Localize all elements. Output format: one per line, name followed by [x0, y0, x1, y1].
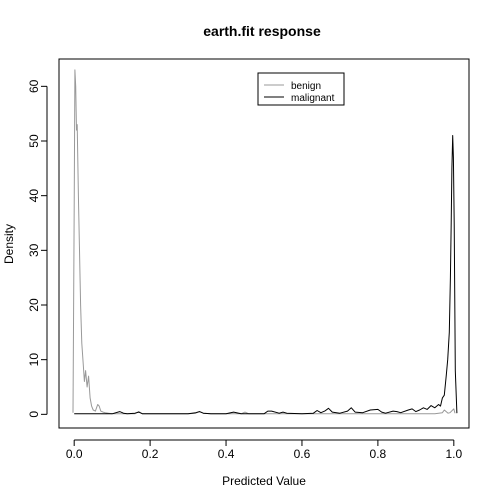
series-layer — [72, 69, 458, 415]
x-tick-label: 0.8 — [370, 447, 387, 461]
chart-title: earth.fit response — [203, 23, 321, 39]
x-axis: 0.0 0.2 0.4 0.6 0.8 1.0 — [66, 439, 462, 461]
y-axis: 0 10 20 30 40 50 60 — [27, 79, 48, 418]
y-tick-label: 60 — [27, 79, 41, 93]
y-tick-label: 20 — [27, 298, 41, 312]
x-tick-label: 0.6 — [294, 447, 311, 461]
legend-box — [257, 72, 345, 106]
y-tick-label: 0 — [27, 411, 41, 418]
series-line-malignant — [74, 135, 458, 415]
y-tick-label: 30 — [27, 243, 41, 257]
y-axis-label: Density — [2, 224, 16, 264]
y-tick-label: 10 — [27, 353, 41, 367]
y-tick-label: 50 — [27, 134, 41, 148]
y-tick-label: 40 — [27, 189, 41, 203]
legend-label-benign: benign — [291, 81, 321, 92]
x-tick-label: 0.2 — [142, 447, 159, 461]
x-tick-label: 0.0 — [66, 447, 83, 461]
x-tick-label: 1.0 — [445, 447, 462, 461]
x-tick-label: 0.4 — [218, 447, 235, 461]
legend: benign malignant — [257, 72, 345, 106]
legend-label-malignant: malignant — [291, 93, 335, 104]
series-line-benign — [72, 69, 456, 415]
plot-box — [58, 58, 470, 429]
x-axis-label: Predicted Value — [222, 474, 306, 488]
